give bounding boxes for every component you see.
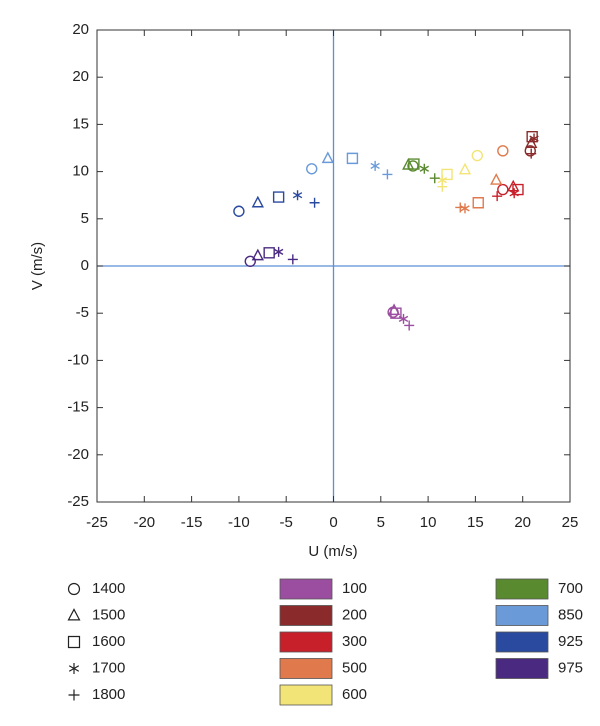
legend-label: 700 — [558, 580, 583, 597]
point — [526, 130, 538, 143]
legend-marker — [68, 663, 80, 674]
point — [455, 202, 466, 213]
point — [512, 183, 524, 196]
point — [370, 160, 380, 171]
point — [321, 151, 334, 164]
legend-label: 1500 — [92, 606, 125, 623]
legend-swatch — [279, 578, 333, 600]
point — [306, 163, 318, 175]
point — [398, 313, 409, 324]
legend-marker — [68, 689, 80, 701]
y-axis-label: V (m/s) — [29, 242, 46, 290]
legend-swatch — [495, 605, 549, 626]
point — [309, 197, 320, 208]
y-tick-label: 5 — [81, 210, 89, 227]
legend-label: 100 — [342, 580, 367, 597]
x-axis-label: U (m/s) — [308, 543, 357, 560]
legend-marker — [67, 608, 81, 621]
point — [437, 181, 448, 192]
legend-swatch — [495, 631, 549, 653]
legend-label: 975 — [558, 659, 583, 676]
legend-label: 1600 — [92, 633, 125, 650]
x-tick-label: -15 — [181, 514, 203, 531]
legend-swatch — [279, 658, 333, 679]
point — [404, 320, 415, 331]
point — [346, 152, 359, 165]
point — [497, 145, 509, 157]
legend-swatch — [495, 578, 549, 600]
point — [263, 247, 275, 259]
point — [460, 203, 470, 214]
point — [526, 148, 537, 159]
legend-swatch — [279, 605, 333, 626]
legend-label: 1800 — [92, 686, 125, 703]
legend-label: 850 — [558, 606, 583, 623]
x-tick-label: 0 — [329, 514, 337, 531]
x-tick-label: 20 — [514, 514, 531, 531]
point — [382, 169, 393, 180]
legend-label: 500 — [342, 659, 367, 676]
y-tick-label: 0 — [81, 257, 89, 274]
point — [419, 163, 430, 174]
legend-marker — [67, 582, 81, 596]
point — [490, 173, 503, 185]
point — [441, 168, 453, 181]
point — [287, 254, 298, 265]
point — [471, 149, 483, 162]
point — [492, 191, 503, 202]
x-tick-label: 10 — [420, 514, 437, 531]
x-tick-label: 15 — [467, 514, 484, 531]
y-tick-label: 20 — [72, 68, 89, 85]
legend-label: 300 — [342, 633, 367, 650]
legend-marker — [67, 635, 81, 649]
x-tick-label: -5 — [280, 514, 293, 531]
x-tick-label: 5 — [377, 514, 385, 531]
y-tick-label: 10 — [72, 163, 89, 180]
point — [233, 205, 245, 217]
legend-swatch — [495, 658, 549, 679]
legend-label: 200 — [342, 606, 367, 623]
legend-label: 1400 — [92, 580, 125, 597]
point — [458, 162, 472, 175]
legend-label: 1700 — [92, 659, 125, 676]
point — [244, 255, 256, 267]
legend-swatch — [279, 684, 333, 706]
legend-label: 600 — [342, 686, 367, 703]
point — [408, 158, 420, 170]
legend-swatch — [279, 631, 333, 653]
legend-label: 925 — [558, 633, 583, 650]
point — [497, 183, 509, 196]
x-tick-label: -20 — [133, 514, 155, 531]
y-tick-label: -10 — [67, 351, 89, 368]
point — [251, 248, 264, 261]
point — [472, 197, 484, 209]
x-tick-label: -25 — [86, 514, 108, 531]
point — [509, 188, 519, 199]
x-tick-label: -10 — [228, 514, 250, 531]
point — [292, 190, 303, 201]
y-tick-label: 15 — [72, 115, 89, 132]
y-tick-label: -25 — [67, 493, 89, 510]
y-tick-label: -5 — [76, 304, 89, 321]
point — [273, 246, 284, 257]
point — [272, 191, 285, 203]
x-tick-label: 25 — [562, 514, 579, 531]
point — [251, 195, 264, 208]
y-tick-label: -15 — [67, 399, 89, 416]
point — [429, 173, 440, 184]
point — [390, 307, 402, 319]
y-tick-label: 20 — [72, 21, 89, 38]
point — [529, 133, 539, 144]
y-tick-label: -20 — [67, 446, 89, 463]
